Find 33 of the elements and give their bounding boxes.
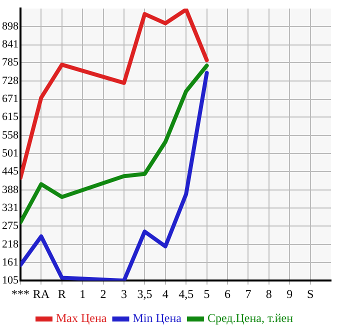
x-tick-label: 3,5 [137,286,152,301]
y-tick-label: 388 [2,184,19,196]
x-tick-label: 8 [266,286,272,301]
legend-label: Min Цена [132,311,182,326]
y-tick-label: 331 [2,202,18,214]
y-tick-label: 841 [2,38,18,51]
y-tick-label: 161 [2,256,18,269]
y-tick-label: 445 [2,166,19,178]
y-tick-label: 105 [2,274,19,286]
y-tick-label: 728 [2,74,19,87]
x-tick-label: 2 [100,286,106,301]
y-tick-label: 218 [2,238,19,250]
x-tick-label: 5 [204,286,210,301]
y-tick-label: 671 [2,93,18,106]
x-tick-label: 3 [121,286,127,301]
y-tick-label: 785 [2,56,19,69]
x-tick-label: R [58,286,66,301]
x-tick-label: RA [32,286,50,301]
x-tick-label: 6 [224,286,230,301]
legend-label: Max Цена [56,311,108,326]
x-tick-label: *** [12,286,30,301]
y-tick-label: 898 [2,20,19,32]
y-tick-label: 501 [2,148,18,160]
x-tick-label: 1 [80,286,86,301]
y-tick-label: 558 [2,129,19,142]
y-tick-label: 615 [2,111,19,124]
x-tick-label: 4,5 [178,286,194,301]
x-tick-label: S [306,286,314,301]
x-tick-label: 7 [245,286,252,301]
x-tick-label: 4 [162,286,168,301]
y-tick-label: 275 [2,220,19,232]
x-tick-label: 9 [286,286,293,301]
legend-label: Сред.Цена, т.йен [207,311,294,326]
